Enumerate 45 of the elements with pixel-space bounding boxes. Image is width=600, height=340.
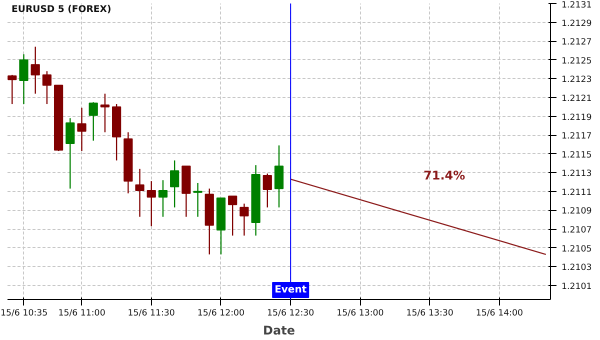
y-tick-label: 1.2127 [562,38,592,48]
candlestick [135,168,144,218]
y-tick-label: 1.2129 [562,18,592,29]
y-tick-label: 1.2123 [562,75,592,86]
y-tick-label: 1.2109 [562,206,592,217]
x-tick-label: 15/6 10:35 [0,308,48,318]
x-tick-label: 15/6 13:30 [406,308,454,318]
y-tick-label: 1.2125 [562,56,592,66]
y-tick-label: 1.2105 [562,244,592,254]
y-tick-label: 1.2117 [562,132,592,142]
y-tick-label: 1.2113 [562,169,592,180]
candlestick [170,160,180,208]
x-tick-label: 15/6 11:00 [58,308,106,318]
candlestick [30,46,40,94]
x-tick-label: 15/6 12:00 [197,308,245,318]
ref-line-label: Event [274,284,307,296]
candlestick [66,118,75,190]
candlestick [77,107,86,152]
x-axis-title: Date [263,324,295,338]
candlestick [193,182,202,218]
candlestick [100,93,110,133]
y-tick-label: 1.2119 [562,112,592,123]
candlestick [19,54,28,105]
annotation: 71.4% [424,168,466,182]
candlestick [42,70,52,105]
x-tick-label: 15/6 14:00 [476,308,524,318]
y-tick-label: 1.2101 [562,282,592,292]
y-tick-label: 1.2115 [562,150,592,160]
x-tick-label: 15/6 11:30 [128,308,175,318]
y-tick-label: 1.2121 [562,94,592,104]
candlestick [158,180,168,218]
y-tick-label: 1.2107 [562,226,592,236]
candlestick [88,102,98,142]
candlestick [8,74,17,105]
candlestick [146,180,156,227]
candlestick [274,144,284,208]
x-tick-label: 15/6 13:00 [336,308,384,318]
candlestick [262,172,272,208]
x-tick-label: 15/6 12:30 [267,308,314,318]
chart-title: EURUSD 5 (FOREX) [12,4,112,15]
candlestick [228,196,238,236]
y-tick-label: 1.2111 [562,188,592,198]
y-tick-label: 1.2131 [562,0,592,10]
candlestick [240,203,249,236]
y-tick-label: 1.2103 [562,263,592,274]
